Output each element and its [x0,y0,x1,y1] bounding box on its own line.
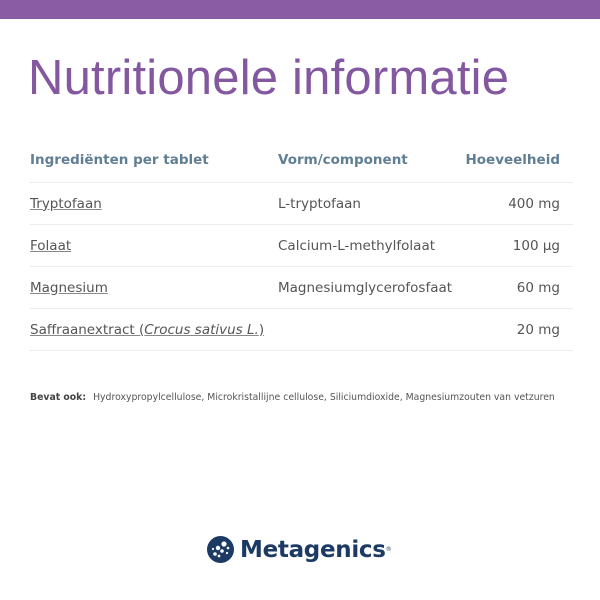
ingredient-link-tryptofaan[interactable]: Tryptofaan [30,195,102,212]
nutrition-table: Ingrediënten per tablet Vorm/component H… [30,138,573,351]
molecule-circle-icon [207,536,234,563]
ingredient-link-saffraanextract[interactable]: Saffraanextract (Crocus sativus L.) [30,322,264,338]
table-row: Saffraanextract (Crocus sativus L.) 20 m… [30,309,573,351]
other-ingredients-note: Bevat ook: Hydroxypropylcellulose, Micro… [30,392,555,403]
table-row: Magnesium Magnesiumglycerofosfaat 60 mg [30,267,573,309]
note-text: Hydroxypropylcellulose, Microkristallijn… [93,392,555,403]
table-header: Ingrediënten per tablet Vorm/component H… [30,138,573,183]
form-cell: Magnesiumglycerofosfaat [278,279,453,296]
header-form: Vorm/component [278,152,408,168]
amount-cell: 400 mg [508,195,560,212]
amount-cell: 60 mg [516,279,560,296]
top-accent-bar [0,0,600,19]
table-row: Tryptofaan L-tryptofaan 400 mg [30,183,573,225]
form-cell: L-tryptofaan [278,195,361,212]
ingredient-latin-name: Crocus sativus L. [144,321,259,338]
table-row: Folaat Calcium-L-methylfolaat 100 µg [30,225,573,267]
page-title: Nutritionele informatie [28,51,510,105]
ingredient-link-folaat[interactable]: Folaat [30,237,72,254]
form-cell: Calcium-L-methylfolaat [278,237,436,254]
metagenics-logo: Metagenics ® [207,536,392,563]
note-label: Bevat ook: [30,392,87,403]
ingredient-link-magnesium[interactable]: Magnesium [30,279,108,296]
ingredient-name-end: ) [258,321,265,338]
amount-cell: 20 mg [516,321,560,338]
header-ingredient: Ingrediënten per tablet [30,152,209,168]
registered-mark: ® [385,546,392,553]
ingredient-name: Saffraanextract ( [30,321,145,338]
amount-cell: 100 µg [512,237,560,254]
logo-text: Metagenics [240,536,386,563]
header-amount: Hoeveelheid [465,152,560,168]
